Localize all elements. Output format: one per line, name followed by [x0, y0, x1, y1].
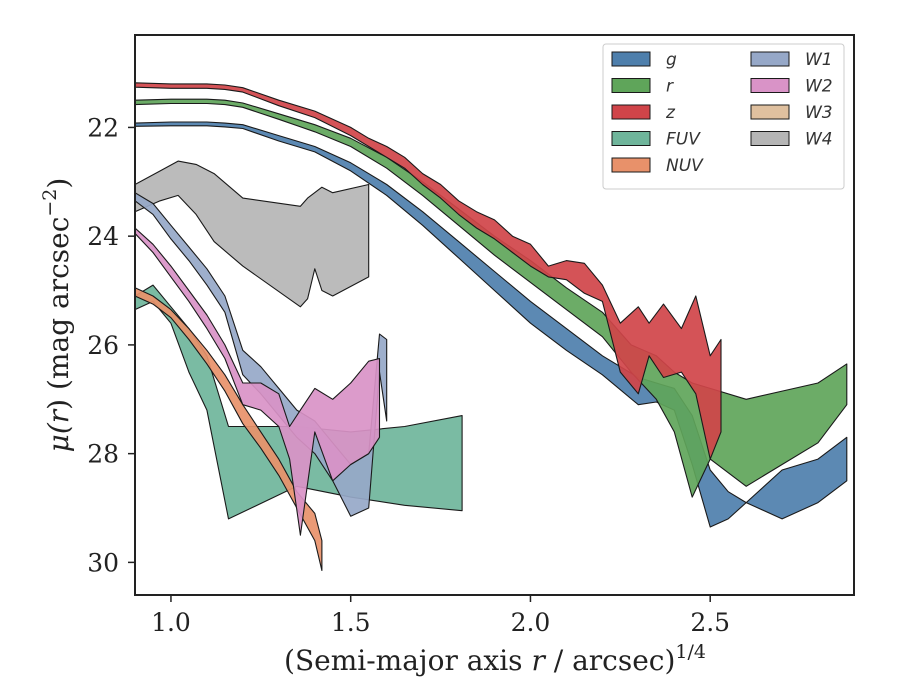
band-w2	[135, 227, 381, 536]
legend-label-nuv: NUV	[666, 156, 704, 176]
y-axis-label: μ(r) (mag arcsec−2)	[39, 178, 75, 453]
x-axis-label: (Semi-major axis r / arcsec)1/4	[284, 641, 706, 677]
plot-frame	[134, 34, 855, 596]
x-tick-label: 1.0	[151, 608, 191, 637]
legend-swatch-fuv	[611, 131, 651, 146]
legend-label-g: g	[666, 50, 677, 70]
legend-label-r: r	[666, 77, 674, 97]
y-tick-label: 22	[87, 113, 119, 142]
y-tick-label: 24	[87, 222, 119, 251]
legend-label-w1: W1	[805, 50, 833, 70]
legend-label-w2: W2	[805, 77, 833, 97]
legend-swatch-g	[611, 51, 651, 67]
band-g	[135, 121, 848, 528]
legend-swatch-w4	[750, 131, 790, 146]
bands-layer	[135, 82, 848, 572]
legend-swatch-nuv	[611, 157, 651, 173]
legend-swatch-z	[611, 104, 651, 120]
legend-label-fuv: FUV	[666, 130, 701, 150]
legend-swatch-r	[611, 78, 651, 93]
x-tick-label: 2.0	[511, 608, 551, 637]
x-tick-label: 2.5	[690, 608, 730, 637]
legend: grz FUV NUV W1 W2 W3 W4	[602, 43, 845, 190]
legend-swatch-w3	[750, 104, 790, 120]
band-z	[135, 82, 722, 460]
x-tick-label: 1.5	[331, 608, 371, 637]
legend-label-w4: W4	[805, 130, 833, 150]
band-nuv	[135, 287, 323, 572]
y-axis: 22 24 26 28 30	[87, 113, 135, 577]
y-tick-label: 28	[87, 440, 119, 469]
legend-label-w3: W3	[805, 103, 833, 123]
legend-label-z: z	[665, 103, 676, 123]
y-tick-label: 30	[87, 548, 119, 577]
band-w4	[135, 160, 370, 308]
legend-swatch-w1	[750, 51, 790, 67]
legend-swatch-w2	[750, 78, 790, 93]
y-tick-label: 26	[87, 331, 119, 360]
x-axis: 1.0 1.5 2.0 2.5	[151, 595, 730, 637]
